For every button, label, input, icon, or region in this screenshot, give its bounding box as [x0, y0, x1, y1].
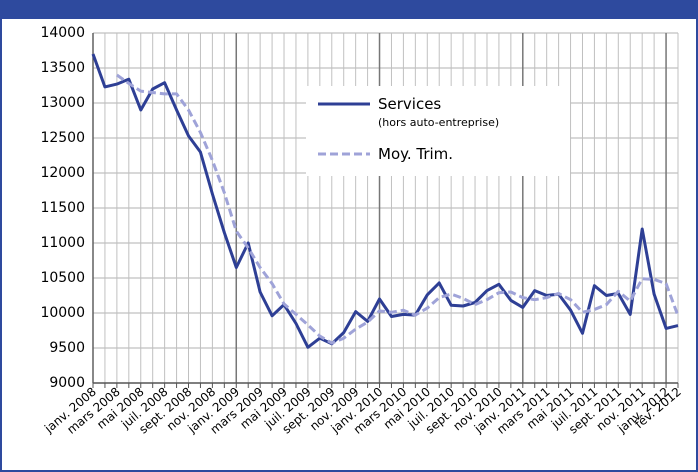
- y-tick-label: 12500: [40, 130, 85, 146]
- header-band: [0, 0, 698, 18]
- y-tick-label: 10500: [40, 270, 85, 286]
- y-tick-label: 12000: [40, 165, 85, 181]
- legend-label: Moy. Trim.: [378, 145, 453, 163]
- series-line: [91, 53, 679, 349]
- legend-box: [306, 86, 570, 176]
- y-tick-label: 13000: [40, 95, 85, 111]
- y-tick-label: 11500: [40, 200, 85, 216]
- legend: Services (hors auto-entreprise) Moy. Trim.: [306, 86, 570, 176]
- y-tick-label: 14000: [40, 25, 85, 41]
- y-tick-label: 9000: [49, 375, 85, 391]
- legend-label: Services: [378, 95, 441, 113]
- y-tick-label: 11000: [40, 235, 85, 251]
- legend-note: (hors auto-entreprise): [378, 116, 499, 129]
- lines: [91, 53, 680, 349]
- series-line: [116, 73, 680, 345]
- y-tick-label: 13500: [40, 60, 85, 76]
- y-tick-label: 10000: [40, 305, 85, 321]
- y-tick-label: 9500: [49, 340, 85, 356]
